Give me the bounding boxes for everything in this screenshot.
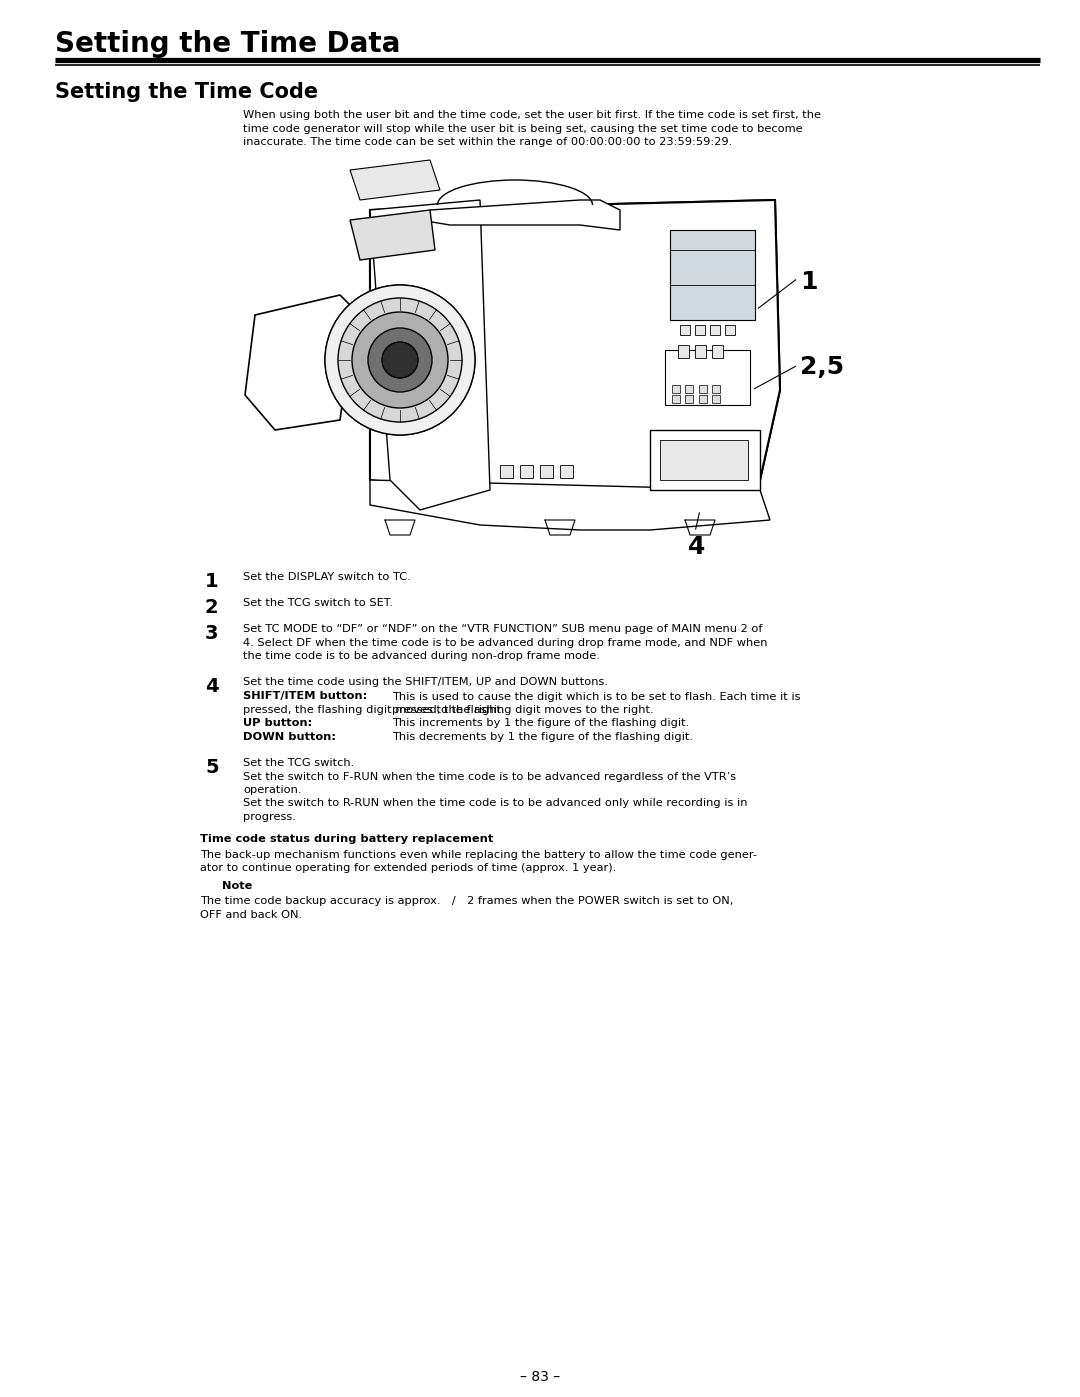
Text: Set the DISPLAY switch to TC.: Set the DISPLAY switch to TC. — [243, 571, 410, 583]
Text: 4: 4 — [205, 678, 218, 696]
Text: pressed, the flashing digit moves to the right.: pressed, the flashing digit moves to the… — [392, 705, 653, 715]
Text: – 83 –: – 83 – — [519, 1370, 561, 1384]
Bar — [665, 351, 750, 405]
Text: Set TC MODE to “DF” or “NDF” on the “VTR FUNCTION” SUB menu page of MAIN menu 2 : Set TC MODE to “DF” or “NDF” on the “VTR… — [243, 624, 762, 634]
Text: The back-up mechanism functions even while replacing the battery to allow the ti: The back-up mechanism functions even whi… — [200, 849, 757, 859]
Bar — [712, 395, 720, 402]
Text: inaccurate. The time code can be set within the range of 00:00:00:00 to 23:59:59: inaccurate. The time code can be set wit… — [243, 137, 732, 147]
Text: 1: 1 — [800, 270, 818, 293]
Bar — [699, 395, 707, 402]
Polygon shape — [370, 200, 490, 510]
Text: UP button:: UP button: — [243, 718, 312, 728]
Text: This is used to cause the digit which is to be set to flash. Each time it is: This is used to cause the digit which is… — [392, 692, 800, 701]
Circle shape — [325, 285, 475, 434]
Text: 3: 3 — [205, 624, 218, 643]
Text: 5: 5 — [205, 759, 218, 777]
Bar — [540, 465, 553, 478]
Text: Set the time code using the SHIFT/ITEM, UP and DOWN buttons.: Set the time code using the SHIFT/ITEM, … — [243, 678, 608, 687]
Text: ator to continue operating for extended periods of time (approx. 1 year).: ator to continue operating for extended … — [200, 863, 617, 873]
Bar — [561, 465, 573, 478]
Bar — [685, 395, 693, 402]
Bar — [500, 465, 513, 478]
Circle shape — [352, 312, 448, 408]
Bar — [660, 440, 748, 481]
Text: progress.: progress. — [243, 812, 296, 821]
Bar — [650, 430, 760, 490]
Text: the time code is to be advanced during non-drop frame mode.: the time code is to be advanced during n… — [243, 651, 599, 661]
Text: time code generator will stop while the user bit is being set, causing the set t: time code generator will stop while the … — [243, 123, 802, 134]
Bar — [672, 395, 680, 402]
Text: Time code status during battery replacement: Time code status during battery replacem… — [200, 834, 494, 844]
Text: This decrements by 1 the figure of the flashing digit.: This decrements by 1 the figure of the f… — [392, 732, 693, 742]
Bar — [712, 386, 720, 393]
Bar — [680, 326, 690, 335]
Text: 4: 4 — [688, 535, 705, 559]
Bar — [699, 386, 707, 393]
Text: Set the TCG switch.: Set the TCG switch. — [243, 759, 354, 768]
Text: DOWN button:: DOWN button: — [243, 732, 336, 742]
Circle shape — [382, 342, 418, 379]
Text: 2,5: 2,5 — [800, 355, 845, 379]
Polygon shape — [420, 200, 620, 231]
Text: 2: 2 — [205, 598, 218, 617]
Polygon shape — [245, 295, 355, 430]
Polygon shape — [370, 481, 770, 529]
Text: This increments by 1 the figure of the flashing digit.: This increments by 1 the figure of the f… — [392, 718, 689, 728]
Text: pressed, the flashing digit moves to the right.: pressed, the flashing digit moves to the… — [243, 705, 504, 715]
Text: Set the switch to R-RUN when the time code is to be advanced only while recordin: Set the switch to R-RUN when the time co… — [243, 799, 747, 809]
Bar — [710, 326, 720, 335]
Bar — [678, 345, 689, 358]
Bar — [696, 345, 706, 358]
Bar — [696, 326, 705, 335]
Text: Set the TCG switch to SET.: Set the TCG switch to SET. — [243, 598, 393, 608]
Polygon shape — [350, 161, 440, 200]
Bar — [712, 345, 723, 358]
Text: OFF and back ON.: OFF and back ON. — [200, 909, 302, 921]
Bar — [672, 386, 680, 393]
Polygon shape — [370, 200, 780, 510]
Text: 1: 1 — [205, 571, 218, 591]
Text: Setting the Time Code: Setting the Time Code — [55, 82, 319, 102]
Circle shape — [368, 328, 432, 393]
Text: Set the switch to F-RUN when the time code is to be advanced regardless of the V: Set the switch to F-RUN when the time co… — [243, 771, 737, 781]
Bar — [685, 386, 693, 393]
Text: The time code backup accuracy is approx. / 2 frames when the POWER switch is set: The time code backup accuracy is approx.… — [200, 897, 733, 907]
Text: SHIFT/ITEM button:: SHIFT/ITEM button: — [243, 692, 367, 701]
Text: When using both the user bit and the time code, set the user bit first. If the t: When using both the user bit and the tim… — [243, 110, 821, 120]
Polygon shape — [350, 210, 435, 260]
Bar — [519, 465, 534, 478]
Text: 4. Select DF when the time code is to be advanced during drop frame mode, and ND: 4. Select DF when the time code is to be… — [243, 637, 768, 647]
Bar — [725, 326, 735, 335]
Circle shape — [338, 298, 462, 422]
Text: operation.: operation. — [243, 785, 301, 795]
Bar — [670, 231, 755, 320]
Text: Note: Note — [222, 882, 253, 891]
Text: Setting the Time Data: Setting the Time Data — [55, 29, 401, 59]
